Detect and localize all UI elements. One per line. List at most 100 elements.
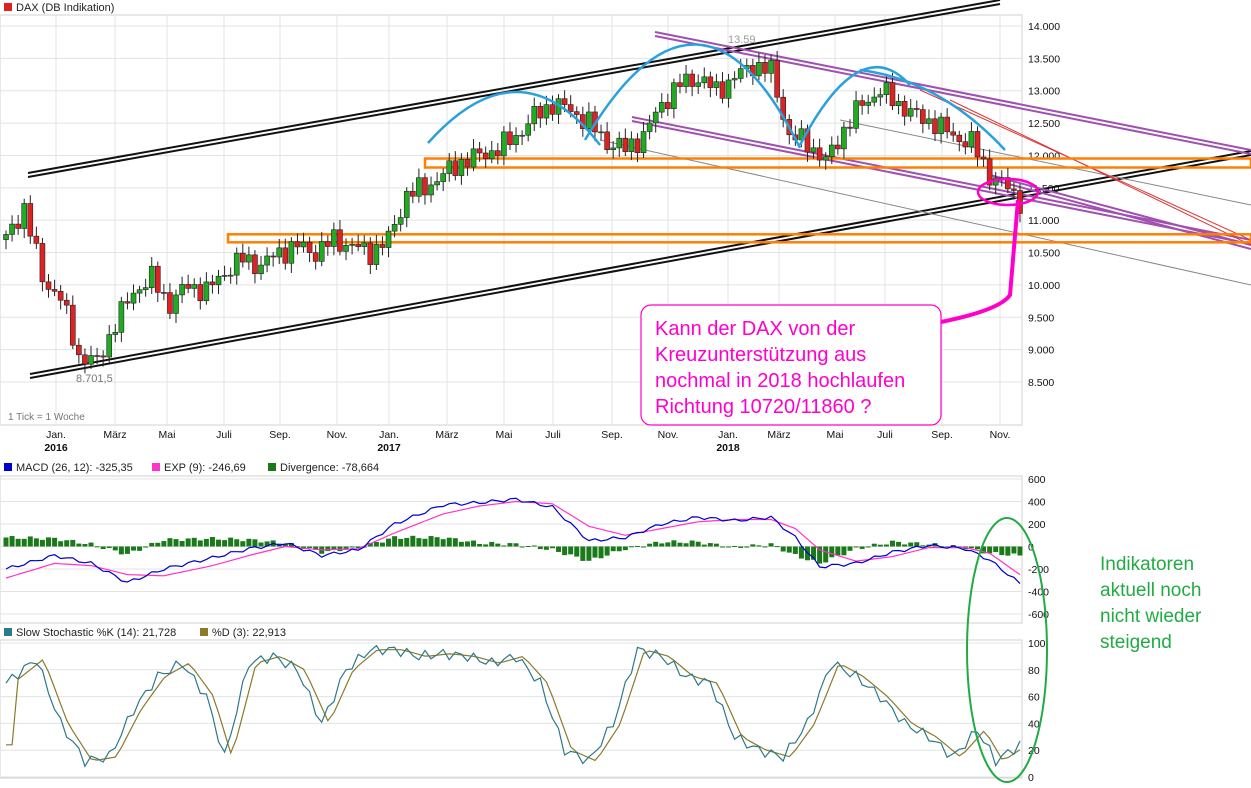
candle-body: [482, 152, 489, 160]
candle-body: [57, 291, 64, 301]
candle-body: [561, 98, 568, 105]
divergence-bar: [574, 546, 580, 557]
callout-circle: [976, 177, 1040, 207]
candle-body: [495, 150, 501, 157]
stoch-y-tick-label: 0: [1028, 772, 1034, 784]
price-y-tick-label: 14.000: [1028, 21, 1060, 33]
divergence-bar: [440, 539, 446, 547]
candle-body: [962, 141, 969, 148]
candle-body: [288, 241, 295, 264]
candle-body: [227, 274, 234, 277]
candle-body: [154, 265, 161, 293]
divergence-bar: [549, 546, 555, 549]
divergence-bar: [100, 546, 106, 550]
candle-body: [434, 181, 440, 186]
lower-down-channel-line: [631, 116, 1251, 241]
divergence-bar: [507, 543, 513, 547]
divergence-bar: [252, 539, 258, 547]
divergence-bar: [161, 541, 167, 547]
candle-body: [282, 247, 289, 264]
divergence-bar: [39, 539, 45, 547]
candle-body: [986, 158, 993, 186]
candle-body: [464, 159, 471, 168]
x-tick-label: März: [103, 429, 126, 441]
macd-y-tick-label: -600: [1028, 609, 1049, 621]
divergence-bar: [811, 546, 817, 560]
divergence-bar: [622, 546, 628, 551]
divergence-bar: [458, 541, 464, 547]
exp-line: [5, 500, 1021, 579]
arc-annotations: [427, 43, 1006, 151]
candle-body: [161, 292, 167, 294]
divergence-bar: [689, 540, 695, 547]
candle-body: [470, 148, 477, 168]
top-value-label: 13.59: [728, 34, 756, 46]
candle-body: [689, 73, 695, 87]
stoch-y-tick-label: 60: [1028, 692, 1040, 704]
candle-body: [148, 265, 155, 288]
candle-body: [452, 160, 459, 176]
divergence-bar: [234, 539, 240, 547]
arc-1: [427, 90, 601, 146]
candle-body: [671, 82, 677, 109]
exp-legend-swatch: [152, 463, 160, 471]
candle-body: [1005, 177, 1011, 190]
candle-body: [3, 234, 9, 240]
stoch-d-legend-swatch: [200, 628, 208, 636]
candle-body: [537, 106, 544, 119]
stoch-k-line: [5, 644, 1021, 768]
x-tick-year: 2017: [377, 442, 401, 454]
macd-legend-swatch: [4, 463, 12, 471]
candle-body: [488, 150, 495, 160]
candle-body: [871, 96, 878, 103]
candle-body: [610, 147, 616, 150]
divergence-bar: [264, 541, 270, 547]
candle-body: [428, 184, 434, 196]
divergence-bar: [489, 541, 495, 547]
divergence-bar: [750, 544, 756, 547]
macd-series: [3, 497, 1023, 585]
candle-body: [215, 275, 222, 286]
x-tick-year: 2016: [44, 442, 68, 454]
x-tick-label: März: [435, 429, 458, 441]
divergence-bar: [149, 542, 155, 547]
divergence-bar: [106, 546, 112, 549]
candle-body: [82, 354, 88, 365]
candle-body: [701, 76, 708, 84]
divergence-bar: [216, 539, 222, 547]
divergence-bar: [829, 546, 835, 558]
candle-body: [634, 138, 641, 154]
x-tick-label: Mai: [827, 429, 844, 441]
candle-body: [816, 147, 823, 161]
divergence-bar: [124, 546, 130, 554]
candle-body: [810, 147, 817, 153]
divergence-legend-swatch: [268, 463, 276, 471]
x-tick-year: 2018: [716, 442, 740, 454]
candle-body: [130, 292, 137, 304]
divergence-bar: [112, 546, 118, 551]
divergence-bar: [222, 540, 228, 547]
candle-body: [920, 109, 926, 124]
candle-body: [446, 160, 453, 174]
candle-body: [895, 101, 902, 107]
candle-body: [422, 177, 428, 196]
divergence-bar: [118, 546, 124, 555]
candle-body: [142, 287, 149, 291]
divergence-bar: [416, 538, 422, 547]
candle-body: [264, 255, 270, 266]
macd-y-tick-label: 200: [1028, 519, 1046, 531]
divergence-bar: [592, 546, 598, 558]
candle-body: [191, 284, 198, 289]
divergence-bar: [155, 542, 161, 547]
price-y-tick-label: 10.500: [1028, 248, 1060, 260]
divergence-bar: [580, 546, 586, 561]
candle-body: [835, 144, 841, 150]
candle-body: [519, 134, 525, 137]
candle-body: [391, 224, 398, 232]
candle-body: [94, 355, 100, 357]
x-tick-label: Jan.: [46, 429, 66, 441]
candle-body: [397, 217, 404, 225]
x-tick-label: Nov.: [327, 429, 348, 441]
candle-body: [76, 344, 82, 356]
